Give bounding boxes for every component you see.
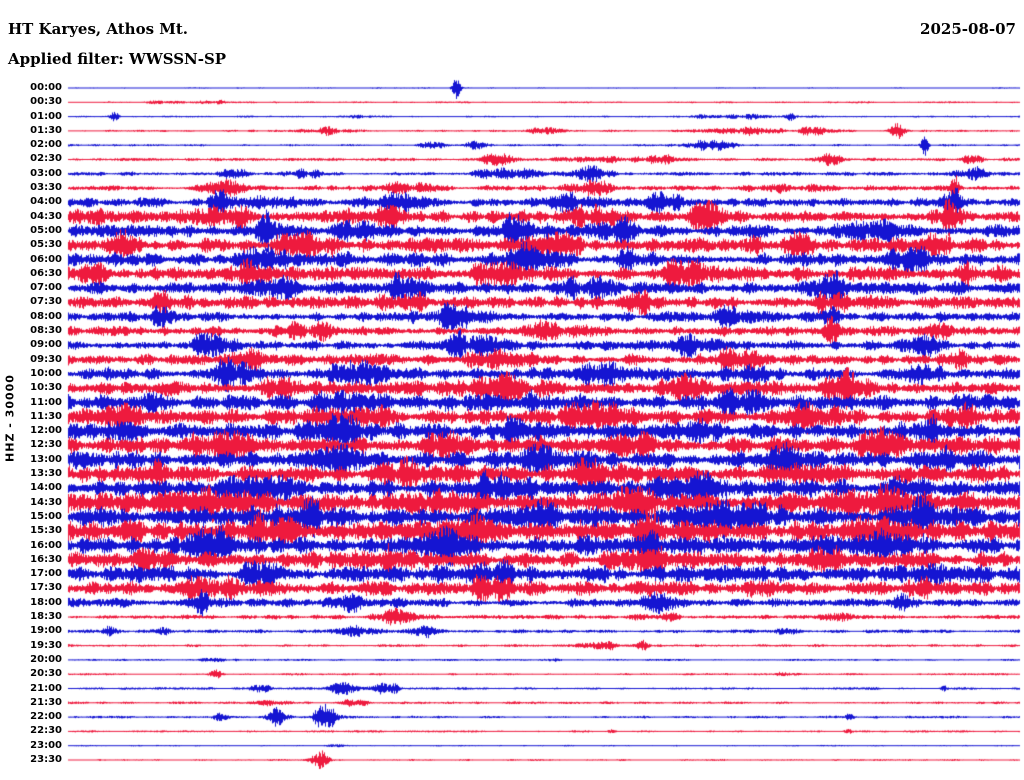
helicorder-page: HT Karyes, Athos Mt. 2025-08-07 Applied … bbox=[0, 0, 1024, 780]
seismogram-trace-canvas bbox=[0, 0, 1024, 780]
